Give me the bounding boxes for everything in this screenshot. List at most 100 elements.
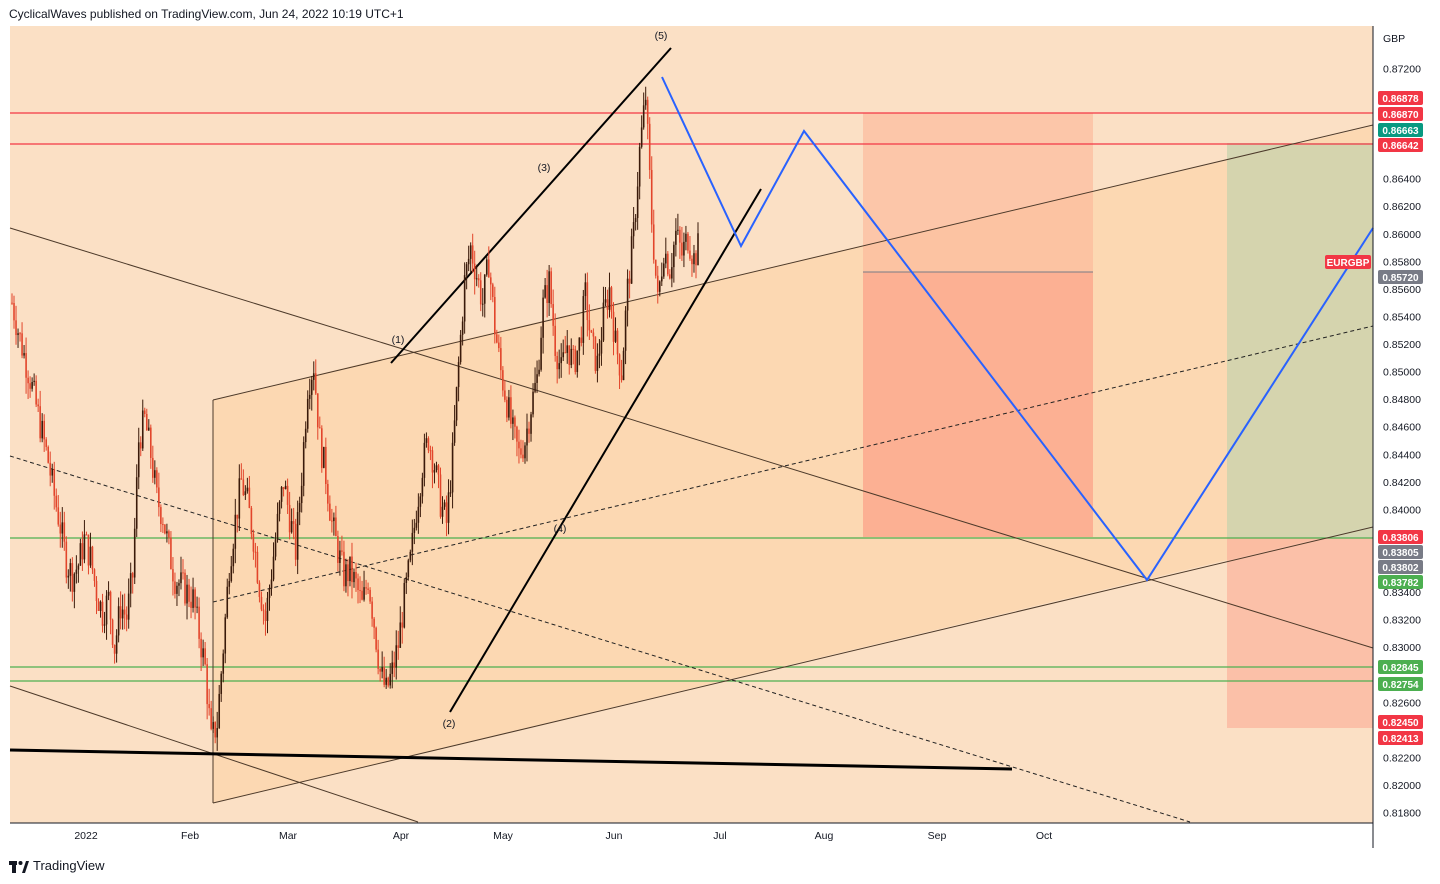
price-badge-label: 0.85720 xyxy=(1382,273,1419,284)
price-axis[interactable]: 0.87200 0.86400 0.86200 0.86000 0.85800 0.856… xyxy=(1383,63,1421,819)
candle-body xyxy=(399,622,402,648)
candle-body xyxy=(248,487,251,508)
price-tick-label: 0.83200 xyxy=(1383,615,1421,627)
candle-body xyxy=(212,722,214,729)
price-tick-label: 0.84000 xyxy=(1383,504,1421,516)
price-badge-bg xyxy=(1378,660,1423,674)
candle-body xyxy=(610,287,613,312)
currency-label: GBP xyxy=(1383,33,1405,45)
candle-body xyxy=(397,645,400,648)
price-badge-label: 0.86870 xyxy=(1382,110,1419,121)
candle-body xyxy=(415,522,418,528)
price-badge-bg xyxy=(1378,545,1423,559)
candle-body xyxy=(457,362,460,388)
candle-body xyxy=(405,577,408,583)
candle-body xyxy=(147,427,150,431)
candle-body xyxy=(83,534,86,560)
candle-body xyxy=(532,391,534,415)
price-tick-label: 0.84800 xyxy=(1383,394,1421,406)
candle-body xyxy=(97,600,100,611)
candle-body xyxy=(604,299,607,303)
candle-body xyxy=(236,514,239,519)
price-badge-label: 0.86642 xyxy=(1382,141,1419,152)
candle-body xyxy=(691,258,693,265)
candle-body xyxy=(455,387,458,421)
price-tick-label: 0.83000 xyxy=(1383,642,1421,654)
candle-body xyxy=(119,606,122,619)
candle-body xyxy=(51,469,54,476)
candle-body xyxy=(524,445,526,459)
candle-body xyxy=(321,428,323,468)
candle-body xyxy=(17,333,19,336)
candle-body xyxy=(256,551,259,583)
candle-body xyxy=(516,426,518,442)
candle-body xyxy=(200,638,202,658)
channel-upper-line[interactable] xyxy=(212,124,1374,401)
candle-body xyxy=(67,575,70,578)
candle-body xyxy=(361,590,363,600)
candle-body xyxy=(230,566,233,582)
price-badge-bg xyxy=(1378,270,1423,284)
impulse-line-1-5[interactable] xyxy=(390,47,672,364)
candle-body xyxy=(582,296,585,343)
candle-body xyxy=(15,320,17,336)
impulse-line-2-4[interactable] xyxy=(449,188,762,713)
thick-support-line[interactable] xyxy=(9,748,1013,771)
price-badge-bg xyxy=(1378,677,1423,691)
candle-body xyxy=(646,99,649,124)
candle-body xyxy=(413,527,416,533)
candle-body xyxy=(648,123,651,170)
candle-body xyxy=(178,583,180,586)
candle-body xyxy=(652,224,655,260)
candle-body xyxy=(11,302,13,304)
candle-body xyxy=(588,320,591,331)
candle-body xyxy=(278,501,281,514)
candle-body xyxy=(502,370,504,391)
candle-body xyxy=(431,450,434,473)
candle-body xyxy=(262,609,265,612)
candle-body xyxy=(25,353,27,378)
price-badge-label: 0.86878 xyxy=(1382,94,1419,105)
candle-body xyxy=(107,591,110,596)
price-tick-label: 0.82000 xyxy=(1383,780,1421,792)
candle-body xyxy=(596,355,599,371)
candle-body xyxy=(27,377,29,384)
time-axis[interactable]: 2022 Feb Mar Apr May Jun Jul Aug Sep Oct xyxy=(74,830,1052,842)
channel-mid-dashed[interactable] xyxy=(212,325,1374,603)
candle-body xyxy=(75,569,78,574)
candle-body xyxy=(429,450,432,452)
candle-body xyxy=(143,410,146,414)
candle-body xyxy=(594,336,597,371)
candle-body xyxy=(636,186,639,219)
candle-body xyxy=(417,506,420,523)
price-badge-label: 0.83782 xyxy=(1382,578,1419,589)
candle-body xyxy=(312,373,315,380)
candle-body xyxy=(105,595,108,625)
candle-body xyxy=(117,606,120,636)
candle-body xyxy=(351,556,353,583)
candle-body xyxy=(562,352,565,358)
candle-body xyxy=(176,585,178,594)
candle-body xyxy=(224,617,227,654)
candle-body xyxy=(389,673,392,686)
candle-body xyxy=(91,546,94,570)
candle-body xyxy=(487,259,490,278)
candle-body xyxy=(634,218,637,223)
descending-mid-dashed[interactable] xyxy=(9,455,1191,823)
candle-body xyxy=(433,470,436,473)
footer[interactable]: TradingView xyxy=(9,858,105,873)
candle-body xyxy=(671,267,673,279)
candle-body xyxy=(166,531,168,534)
candle-body xyxy=(475,278,478,280)
candle-body xyxy=(268,588,271,598)
target-zone-inner xyxy=(863,272,1093,537)
candle-body xyxy=(498,342,500,349)
projection-path[interactable] xyxy=(661,76,1374,582)
candle-body xyxy=(459,334,462,363)
candle-body xyxy=(45,439,47,447)
candle-body xyxy=(182,572,184,574)
candle-body xyxy=(152,457,154,478)
candle-body xyxy=(210,708,212,729)
candle-body xyxy=(127,593,130,620)
